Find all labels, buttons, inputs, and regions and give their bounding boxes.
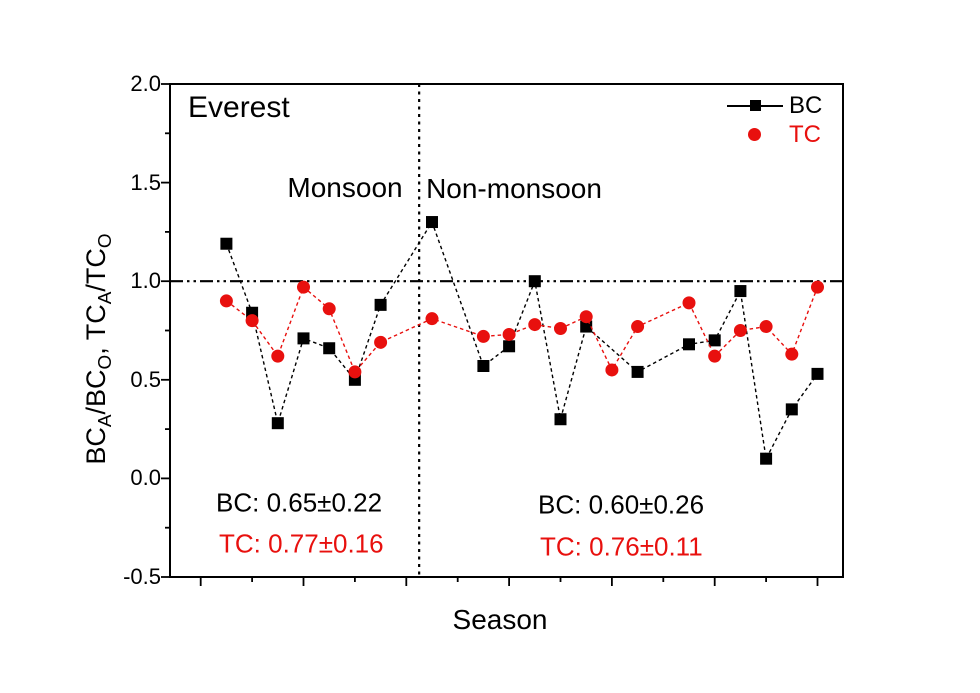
legend-item-bc: BC (789, 92, 823, 119)
bc-square-marker-icon (811, 367, 824, 380)
bc-square-marker-icon (297, 332, 310, 345)
bc-square-marker-icon (683, 338, 695, 351)
y-tick-label: 1.5 (130, 169, 161, 195)
tc-circle-marker-icon (502, 327, 516, 341)
bc-series-line (225, 220, 819, 461)
tc-circle-marker-icon (245, 314, 259, 328)
bc-square-marker-icon (631, 365, 644, 378)
y-tick-label: 0.0 (130, 465, 161, 491)
non-monsoon-label: Non-monsoon (426, 173, 602, 204)
bc-square-marker-icon (528, 275, 541, 288)
tc-circle-marker-icon (425, 312, 439, 326)
tc-circle-marker-icon (759, 320, 773, 334)
tc-circle-marker-icon (297, 280, 310, 294)
tc-circle-marker-icon (605, 363, 619, 377)
x-axis-title: Season (452, 604, 548, 635)
tc-circle-marker-icon (348, 365, 362, 379)
tc-circle-marker-icon (476, 329, 490, 343)
tc-circle-marker-icon (322, 302, 336, 316)
bc-square-marker-icon (426, 216, 438, 229)
tc-circle-marker-icon (579, 310, 593, 324)
bc-square-marker-icon (708, 334, 721, 347)
bc-square-marker-icon (220, 237, 233, 250)
bc-square-marker-icon (503, 340, 516, 353)
legend-bc-square-icon (750, 100, 761, 111)
tc-series-line (225, 285, 819, 374)
bc-square-marker-icon (734, 285, 747, 298)
monsoon-tc-stat: TC: 0.77±0.16 (219, 528, 384, 559)
legend-item-tc: TC (789, 121, 821, 148)
bc-square-marker-icon (374, 298, 387, 311)
non-monsoon-bc-stat: BC: 0.60±0.26 (538, 489, 705, 520)
tc-circle-marker-icon (374, 335, 388, 349)
tc-circle-marker-icon (708, 349, 722, 363)
y-tick-label: 0.5 (130, 366, 161, 392)
tc-circle-marker-icon (554, 322, 567, 336)
tc-circle-marker-icon (733, 324, 747, 337)
non-monsoon-tc-stat: TC: 0.76±0.11 (540, 531, 703, 562)
bc-square-marker-icon (760, 452, 773, 465)
tc-circle-marker-icon (811, 280, 824, 294)
tc-circle-marker-icon (528, 318, 542, 332)
tc-circle-marker-icon (785, 347, 799, 361)
bc-square-marker-icon (477, 359, 490, 372)
y-tick-label: 1.0 (130, 268, 161, 294)
y-tick-label: -0.5 (123, 564, 161, 589)
bc-square-marker-icon (554, 413, 567, 426)
tc-circle-marker-icon (219, 294, 233, 308)
bc-square-marker-icon (323, 342, 336, 355)
tc-circle-marker-icon (682, 296, 696, 310)
tc-circle-marker-icon (271, 349, 285, 363)
bc-square-marker-icon (785, 403, 798, 416)
legend-tc-circle-icon (748, 128, 761, 141)
station-label: Everest (188, 91, 290, 124)
monsoon-label: Monsoon (287, 172, 403, 203)
bc-square-marker-icon (271, 417, 284, 430)
y-tick-label: 2.0 (130, 71, 161, 96)
monsoon-bc-stat: BC: 0.65±0.22 (216, 487, 383, 518)
tc-circle-marker-icon (631, 320, 645, 334)
